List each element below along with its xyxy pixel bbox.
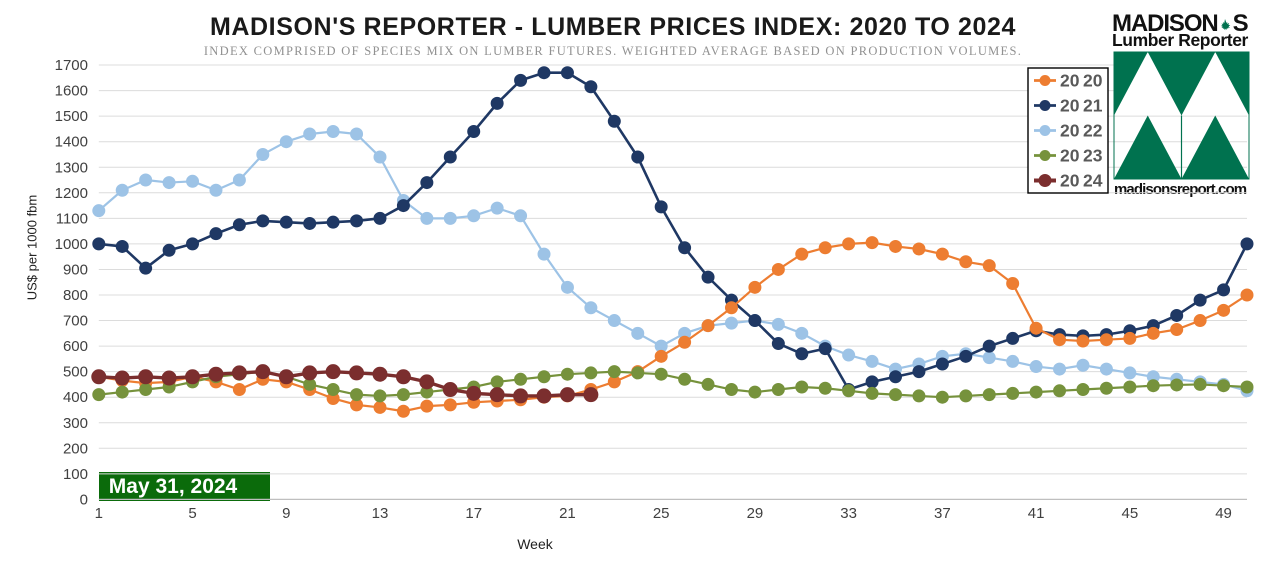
svg-text:1: 1 [95, 505, 103, 522]
svg-text:5: 5 [188, 505, 196, 522]
svg-text:100: 100 [63, 466, 88, 483]
svg-text:20 20: 20 20 [1060, 71, 1103, 91]
svg-text:900: 900 [63, 261, 88, 278]
svg-text:29: 29 [747, 505, 764, 522]
svg-text:1300: 1300 [55, 159, 88, 176]
svg-text:1700: 1700 [55, 57, 88, 74]
svg-text:1600: 1600 [55, 83, 88, 100]
svg-text:45: 45 [1121, 505, 1138, 522]
svg-text:1500: 1500 [55, 108, 88, 125]
svg-text:0: 0 [80, 491, 88, 508]
svg-text:500: 500 [63, 364, 88, 381]
svg-text:1200: 1200 [55, 185, 88, 202]
svg-text:37: 37 [934, 505, 951, 522]
svg-text:20 21: 20 21 [1060, 96, 1103, 116]
svg-text:13: 13 [372, 505, 389, 522]
svg-text:800: 800 [63, 287, 88, 304]
svg-text:300: 300 [63, 415, 88, 432]
svg-text:33: 33 [840, 505, 857, 522]
svg-text:25: 25 [653, 505, 670, 522]
svg-text:21: 21 [559, 505, 576, 522]
svg-text:9: 9 [282, 505, 290, 522]
svg-text:20 22: 20 22 [1060, 121, 1103, 141]
svg-text:20 24: 20 24 [1060, 171, 1103, 191]
svg-text:49: 49 [1215, 505, 1232, 522]
svg-text:200: 200 [63, 440, 88, 457]
svg-text:400: 400 [63, 389, 88, 406]
svg-text:20 23: 20 23 [1060, 146, 1103, 166]
svg-text:700: 700 [63, 313, 88, 330]
svg-text:17: 17 [465, 505, 482, 522]
svg-text:41: 41 [1028, 505, 1045, 522]
svg-text:1100: 1100 [56, 210, 88, 227]
svg-text:1000: 1000 [55, 236, 88, 253]
svg-text:600: 600 [63, 338, 88, 355]
svg-text:1400: 1400 [55, 134, 88, 151]
